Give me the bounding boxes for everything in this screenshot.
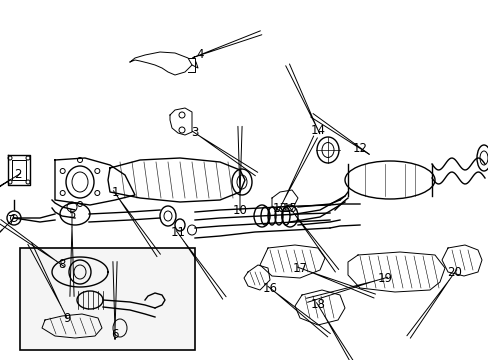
Text: 15: 15 [282,202,297,215]
Text: 5: 5 [68,208,76,221]
Text: 9: 9 [63,311,71,324]
Text: 18: 18 [310,298,325,311]
Text: 4: 4 [196,49,203,62]
Text: 14: 14 [310,123,325,136]
Text: 17: 17 [292,261,307,274]
Text: 12: 12 [352,141,367,154]
Text: 20: 20 [447,266,462,279]
Text: 6: 6 [111,328,119,342]
Bar [20,248,195,350]
Text: 1: 1 [111,186,119,199]
Text: 11: 11 [170,226,185,239]
Text: 3: 3 [191,126,198,139]
Text: 2: 2 [14,168,21,181]
Text: 7: 7 [8,213,16,226]
Text: 10: 10 [232,203,247,216]
Text: 19: 19 [377,271,392,284]
Text: 8: 8 [58,258,65,271]
Text: 13: 13 [272,202,287,215]
Text: 16: 16 [262,282,277,294]
